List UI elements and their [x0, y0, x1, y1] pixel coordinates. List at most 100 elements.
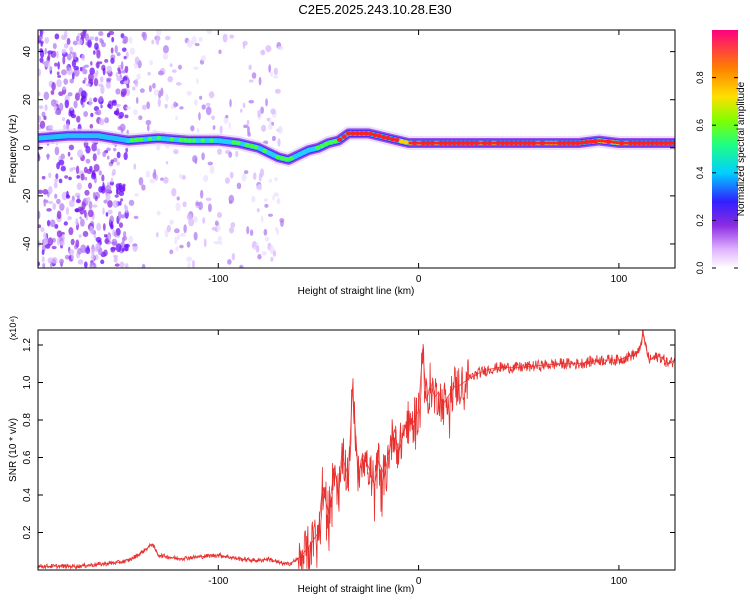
noise-speckle: [114, 263, 120, 267]
noise-speckle: [62, 55, 66, 65]
noise-speckle: [60, 153, 65, 160]
noise-speckle: [256, 208, 260, 213]
noise-speckle: [80, 90, 87, 99]
noise-speckle: [146, 101, 151, 110]
noise-speckle: [44, 60, 50, 68]
noise-speckle: [87, 209, 94, 218]
track-core-red: [591, 139, 595, 143]
track-core-red: [558, 141, 562, 145]
noise-speckle: [102, 223, 106, 231]
track-core: [279, 156, 285, 161]
noise-speckle: [60, 240, 65, 246]
noise-speckle: [218, 49, 222, 55]
noise-speckle: [69, 46, 74, 53]
noise-speckle: [128, 199, 135, 206]
track-core: [345, 131, 352, 136]
noise-speckle: [66, 37, 71, 45]
track-core-red: [588, 140, 592, 144]
noise-speckle: [68, 249, 75, 255]
noise-speckle: [228, 151, 233, 158]
noise-speckle: [264, 203, 269, 208]
noise-speckle: [75, 199, 81, 204]
track-core-red: [666, 141, 670, 145]
track-core-red: [648, 141, 652, 145]
noise-speckle: [268, 118, 272, 125]
noise-speckle: [103, 234, 108, 238]
track-core: [174, 137, 180, 142]
noise-speckle: [79, 66, 83, 72]
noise-speckle: [191, 36, 197, 45]
track-core: [306, 147, 312, 153]
noise-speckle: [253, 246, 257, 251]
track-core-red: [510, 141, 514, 145]
track-core: [209, 138, 215, 143]
noise-speckle: [54, 62, 58, 67]
x-tick-label: 0: [416, 274, 422, 285]
colorbar-tick-label: 0.8: [695, 71, 705, 84]
noise-speckle: [91, 265, 95, 268]
track-core-red: [567, 141, 571, 145]
noise-speckle: [174, 236, 178, 245]
noise-speckle: [38, 189, 44, 194]
noise-speckle: [268, 178, 272, 183]
noise-speckle: [178, 64, 182, 70]
noise-speckle: [95, 61, 100, 69]
noise-speckle: [54, 109, 61, 116]
noise-speckle: [85, 83, 91, 87]
colorbar-tick-label: 0.0: [695, 262, 705, 275]
noise-speckle: [171, 187, 177, 197]
noise-speckle: [73, 100, 78, 109]
noise-speckle: [93, 72, 98, 79]
noise-speckle: [44, 104, 48, 112]
noise-speckle: [229, 34, 235, 39]
track-core-red: [429, 141, 433, 145]
track-core: [363, 131, 369, 136]
track-core-red: [489, 141, 493, 145]
colorbar: 0.0 0.2 0.4 0.6 0.8 Normalized spectral ampl…: [695, 30, 747, 274]
noise-speckle: [106, 147, 111, 152]
noise-speckle: [38, 210, 41, 220]
track-core-red: [525, 141, 529, 145]
noise-speckle: [106, 65, 112, 73]
noise-speckle: [252, 172, 257, 180]
noise-speckle: [201, 55, 206, 62]
noise-speckle: [186, 256, 193, 262]
noise-speckle: [175, 81, 182, 86]
noise-speckle: [145, 170, 151, 178]
noise-speckle: [133, 109, 138, 116]
noise-speckle: [82, 199, 87, 203]
track-core-red: [492, 141, 496, 145]
track-core-red: [519, 141, 523, 145]
noise-speckle: [195, 201, 200, 206]
track-core: [381, 134, 387, 140]
colorbar-tick-label: 0.6: [695, 119, 705, 132]
noise-speckle: [89, 225, 94, 234]
track-core-red: [543, 141, 547, 145]
noise-speckle: [228, 122, 231, 129]
noise-speckle: [41, 111, 46, 118]
noise-speckle: [50, 90, 55, 95]
noise-speckle: [103, 249, 108, 257]
track-core-red: [573, 141, 577, 145]
noise-speckle: [102, 182, 105, 191]
noise-speckle: [96, 49, 101, 59]
track-core: [394, 138, 400, 143]
colorbar-tick-label: 0.2: [695, 214, 705, 227]
track-core: [319, 143, 325, 149]
noise-speckle: [265, 98, 268, 107]
noise-speckle: [274, 88, 281, 94]
noise-speckle: [76, 175, 81, 179]
noise-speckle: [141, 104, 147, 111]
noise-speckle: [117, 70, 122, 75]
noise-speckle: [242, 43, 246, 49]
track-core-red: [462, 141, 466, 145]
track-core: [160, 136, 166, 141]
noise-speckle: [225, 114, 229, 119]
track-core-red: [609, 140, 613, 144]
noise-speckle: [90, 172, 97, 180]
noise-speckle: [98, 170, 102, 176]
noise-speckle: [44, 36, 50, 44]
noise-speckle: [38, 105, 44, 110]
noise-speckle: [157, 70, 164, 76]
track-core-red: [618, 141, 622, 145]
